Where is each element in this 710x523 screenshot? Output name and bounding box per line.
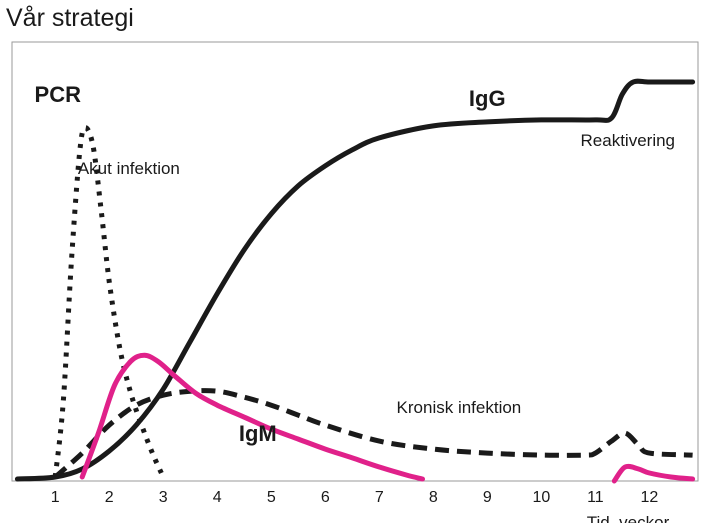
annotation-reaktivering: Reaktivering: [581, 131, 676, 150]
series-line-igm-reaktivering: [611, 463, 696, 484]
x-tick-label: 11: [587, 489, 604, 506]
series-line-pcr: [52, 125, 166, 479]
x-tick-label: 3: [159, 489, 168, 506]
series-line-igg: [14, 78, 696, 482]
annotation-kronisk-infektion: Kronisk infektion: [397, 398, 522, 417]
x-tick-label: 10: [532, 489, 550, 506]
x-tick-label: 5: [267, 489, 276, 506]
x-axis-label: Tid, veckor: [587, 513, 670, 523]
x-tick-label: 8: [429, 489, 438, 506]
x-tick-label: 4: [213, 489, 222, 506]
series-line-kronisk-infektion: [53, 388, 693, 479]
x-tick-label: 1: [51, 489, 60, 506]
plot-frame: [11, 41, 699, 482]
x-tick-label: 12: [640, 489, 658, 506]
page-title: Vår strategi: [6, 4, 134, 32]
annotation-igg: IgG: [469, 86, 506, 111]
annotation-pcr: PCR: [35, 82, 82, 107]
annotation-akut-infektion: Akut infektion: [78, 159, 180, 178]
x-tick-label: 2: [105, 489, 114, 506]
series-line-igm: [79, 352, 425, 482]
x-tick-label: 7: [375, 489, 384, 506]
x-tick-label: 9: [483, 489, 492, 506]
x-tick-label: 6: [321, 489, 330, 506]
annotation-igm: IgM: [239, 421, 277, 446]
